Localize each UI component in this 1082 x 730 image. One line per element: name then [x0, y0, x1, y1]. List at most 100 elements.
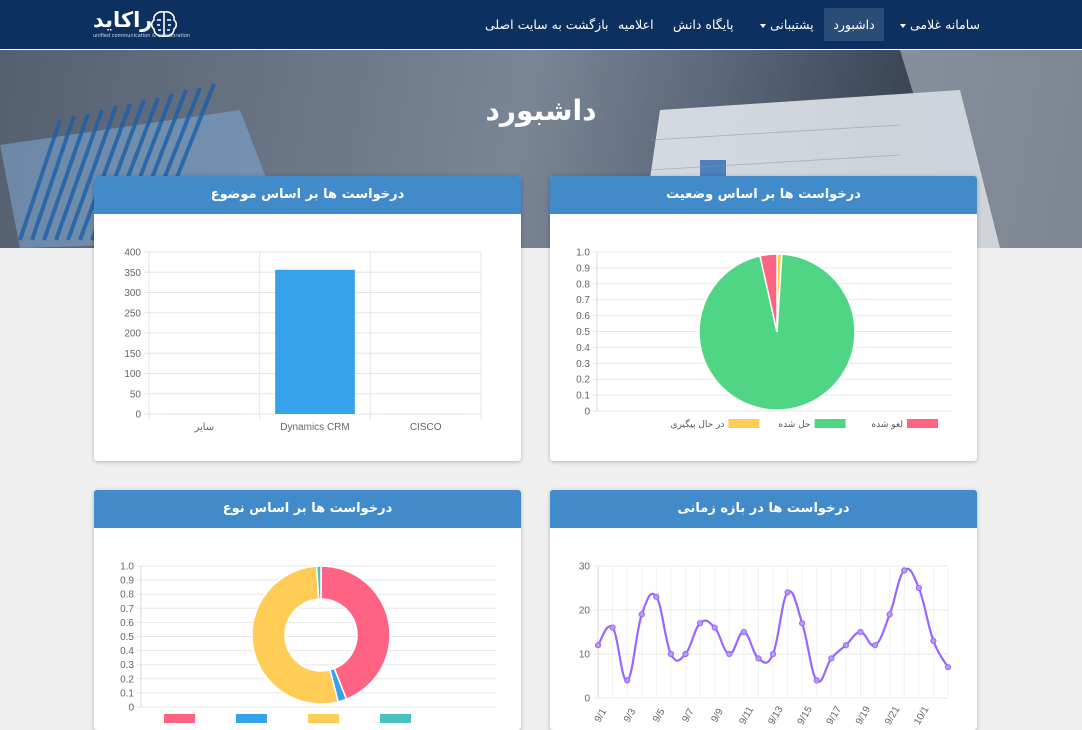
nav-announcements[interactable]: اعلامیه [618, 8, 658, 41]
data-point [857, 628, 864, 636]
data-point [915, 584, 922, 592]
data-point [930, 637, 937, 644]
type-doughnut-chart: 0 0.1 0.2 0.3 0.4 0.5 0.6 0.7 0.8 0.9 1.0 [120, 562, 496, 723]
y-tick-label: 20 [579, 606, 591, 617]
x-tick-label: 9/11 [737, 705, 756, 727]
y-tick-label: 0 [584, 694, 590, 705]
x-tick-label: 10/1 [912, 704, 931, 727]
chevron-down-icon [900, 23, 906, 28]
y-tick-label: 0.6 [576, 311, 590, 322]
y-tick-label: 0.9 [576, 263, 590, 274]
nav-support-label: پشتیبانی [769, 17, 814, 32]
data-point [609, 624, 616, 631]
y-tick-label: 0.4 [120, 646, 134, 657]
y-tick-label: 0 [584, 407, 590, 418]
y-tick-label: 0.1 [120, 688, 134, 699]
pie-slice [251, 565, 340, 705]
nav-announcements-label: اعلامیه [618, 17, 654, 32]
y-tick-label: 10 [579, 650, 591, 661]
x-tick-label: Dynamics CRM [280, 422, 349, 433]
brand-name: راکاید [93, 8, 153, 32]
y-tick-label: 300 [124, 288, 141, 299]
x-tick-label: 9/19 [854, 704, 873, 727]
x-tick-label: 9/13 [766, 704, 785, 727]
x-tick-label: 9/3 [622, 707, 639, 725]
legend-swatch [814, 419, 846, 428]
data-point [886, 611, 893, 618]
y-tick-label: 0.2 [120, 674, 134, 685]
y-tick-label: 0.9 [120, 576, 134, 587]
y-tick-label: 0.7 [576, 295, 590, 306]
nav-dashboard[interactable]: داشبورد [824, 8, 884, 41]
data-point [696, 620, 704, 627]
bar [164, 413, 245, 415]
y-tick-label: 150 [124, 349, 141, 360]
data-point [711, 624, 718, 631]
y-tick-label: 0.3 [120, 660, 134, 671]
y-tick-label: 0.4 [576, 343, 590, 354]
legend-swatch [164, 714, 195, 723]
card-by-type-title: درخواست ها بر اساس نوع [94, 490, 521, 528]
card-by-status-title: درخواست ها بر اساس وضعیت [550, 176, 977, 214]
y-tick-label: 0 [135, 410, 141, 421]
nav-knowledge-base[interactable]: پایگاه دانش [673, 8, 737, 41]
legend-swatch [728, 419, 760, 428]
y-tick-label: 0.8 [576, 279, 590, 290]
data-point [740, 628, 747, 636]
status-pie-chart: 0 0.1 0.2 0.3 0.4 0.5 0.6 0.7 0.8 0.9 1.0 لغو شده حل… [576, 248, 952, 430]
x-tick-label: 9/9 [709, 707, 726, 725]
brand-logo[interactable]: راکاید unified communication & collabora… [93, 6, 190, 42]
page-title: داشبورد [485, 94, 597, 127]
nav-dashboard-label: داشبورد [833, 17, 875, 32]
pie-slice [759, 253, 778, 333]
x-tick-label: 9/21 [883, 704, 902, 727]
data-point [594, 642, 602, 649]
bar [385, 413, 466, 415]
nav-back-to-site-label: بازگشت به سایت اصلی [485, 17, 609, 32]
data-point [828, 655, 835, 662]
data-point [901, 567, 908, 574]
y-tick-label: 0.5 [576, 327, 590, 338]
data-point [726, 650, 733, 658]
data-point [799, 620, 806, 627]
legend-swatch [380, 714, 411, 723]
data-point [755, 655, 762, 662]
card-by-status: درخواست ها بر اساس وضعیت 0 0.1 0.2 0.3 0.4 0.… [550, 176, 977, 461]
pie-slice [320, 565, 391, 701]
nav-gholami[interactable]: سامانه غلامی [897, 8, 980, 41]
y-tick-label: 200 [124, 329, 141, 340]
nav-gholami-label: سامانه غلامی [909, 17, 981, 32]
data-point [638, 611, 645, 618]
card-by-topic-title: درخواست ها بر اساس موضوع [94, 176, 521, 214]
x-tick-label: 9/1 [593, 707, 610, 725]
top-navbar: راکاید unified communication & collabora… [0, 0, 1082, 50]
data-point [944, 664, 952, 671]
x-tick-label: 9/7 [680, 707, 697, 725]
x-tick-label: 9/5 [651, 707, 668, 725]
data-point [871, 642, 879, 649]
x-tick-label: 9/17 [825, 704, 844, 727]
y-tick-label: 350 [124, 268, 141, 279]
legend-label: لغو شده [871, 420, 903, 430]
nav-back-to-site[interactable]: بازگشت به سایت اصلی [485, 8, 608, 41]
card-timeline: درخواست ها در بازه زمانی 0 10 20 30 9/1 9/3 9/… [550, 490, 977, 730]
chevron-down-icon [760, 23, 766, 28]
data-point [653, 593, 660, 600]
y-tick-label: 0.6 [120, 618, 134, 629]
card-timeline-title: درخواست ها در بازه زمانی [550, 490, 977, 528]
brand-tagline: unified communication & collaboration [93, 33, 191, 39]
y-tick-label: 0 [128, 703, 134, 714]
legend-label: حل شده [778, 420, 810, 430]
timeline-line-chart: 0 10 20 30 9/1 9/3 9/5 9/7 9/9 9/11 9/13 9/15 9/17 9/… [579, 562, 952, 727]
y-tick-label: 0.1 [576, 391, 590, 402]
y-tick-label: 250 [124, 308, 141, 319]
y-tick-label: 0.8 [120, 590, 134, 601]
y-tick-label: 0.5 [120, 632, 134, 643]
y-tick-label: 1.0 [120, 562, 134, 573]
nav-support[interactable]: پشتیبانی [757, 8, 819, 41]
data-point [624, 677, 631, 684]
brain-logo-icon [150, 11, 178, 37]
y-tick-label: 0.2 [576, 375, 590, 386]
x-tick-label: سایر [193, 422, 214, 433]
y-tick-label: 50 [130, 389, 142, 400]
